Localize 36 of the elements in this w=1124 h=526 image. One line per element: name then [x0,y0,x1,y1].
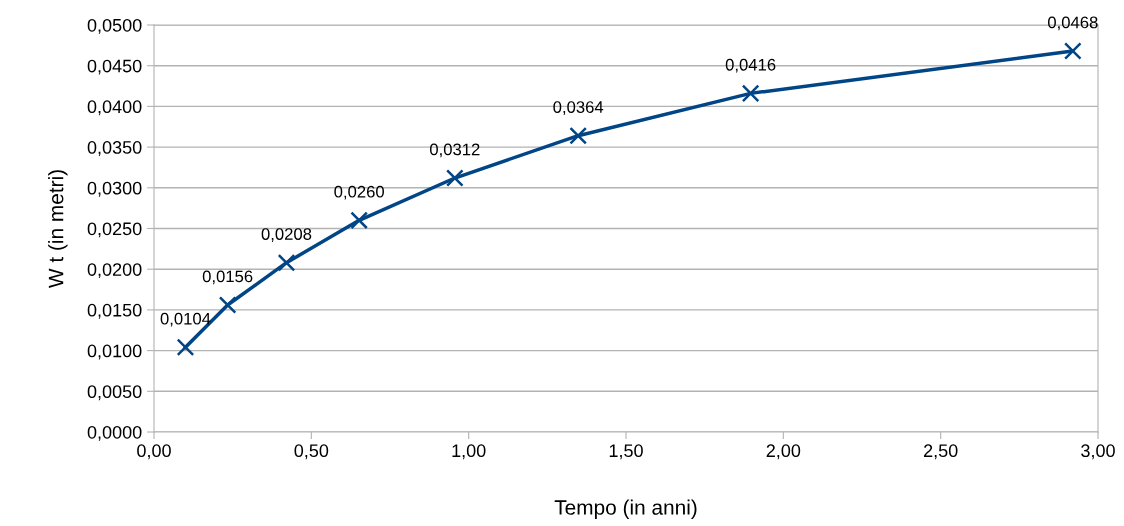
x-tick-label: 2,50 [924,444,958,460]
point [277,253,296,272]
x-tick-label: 3,00 [1081,444,1115,460]
y-tick-label: 0,0450 [87,59,142,75]
y-tick-label: 0,0300 [87,181,142,197]
y-tick-label: 0,0400 [87,100,142,116]
data-label: 0,0468 [1047,16,1098,31]
y-tick-label: 0,0200 [87,263,142,279]
x-tick-label: 0,50 [294,444,329,460]
y-tick-label: 0,0050 [87,385,142,401]
data-label: 0,0260 [334,185,384,200]
data-label: 0,0156 [202,270,253,285]
x-tick-label: 2,00 [766,444,801,460]
point [218,296,237,314]
y-tick-label: 0,0100 [87,344,142,360]
y-tick-label: 0,0000 [87,425,142,441]
data-label: 0,0312 [429,143,480,158]
point [350,211,369,230]
x-tick-label: 0,00 [137,444,171,460]
data-label: 0,0416 [725,58,776,73]
y-tick-label: 0,0150 [87,303,142,319]
data-label: 0,0104 [160,312,211,327]
data-label: 0,0364 [553,101,604,115]
point [1063,42,1082,60]
point [445,169,464,187]
y-tick-label: 0,0500 [87,18,142,34]
y-axis-title: W t (in metri) [48,170,68,289]
point [741,84,760,103]
point [176,338,195,357]
x-tick-label: 1,00 [452,444,486,460]
x-axis-title: Tempo (in anni) [554,499,697,519]
y-tick-label: 0,0350 [87,141,142,156]
y-tick-label: 0,0250 [87,222,142,238]
data-label: 0,0208 [261,228,312,242]
x-tick-label: 1,50 [609,444,643,460]
point [569,126,588,145]
